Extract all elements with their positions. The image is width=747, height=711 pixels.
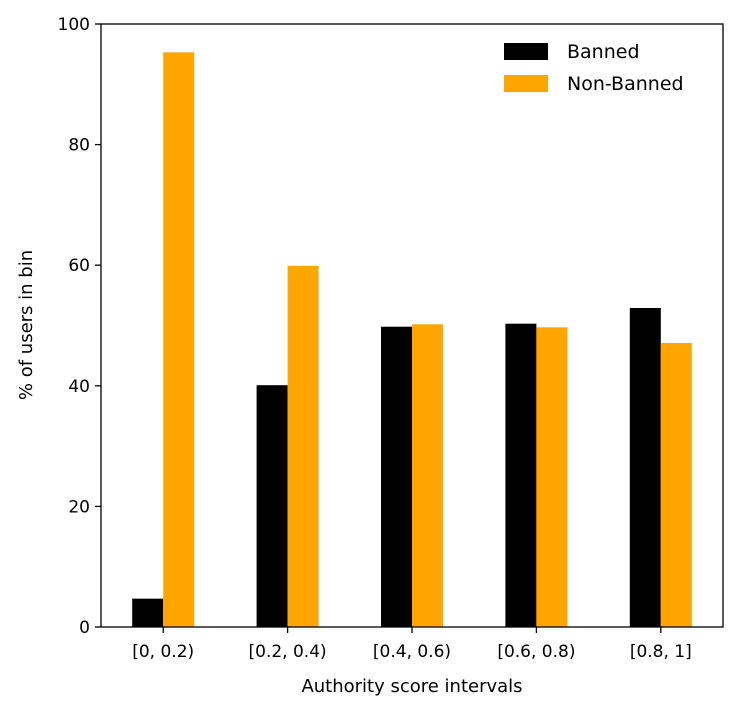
y-axis-label: % of users in bin: [16, 250, 37, 400]
legend-swatch-banned: [504, 43, 548, 60]
y-tick-label: 60: [68, 256, 90, 276]
x-tick-label: [0.8, 1]: [630, 642, 692, 662]
y-tick-label: 0: [79, 618, 90, 638]
x-tick-label: [0, 0.2): [132, 642, 194, 662]
legend-swatch-non-banned: [504, 75, 548, 92]
legend-label-non-banned: Non-Banned: [567, 73, 684, 95]
y-tick-label: 20: [68, 497, 90, 517]
x-tick-label: [0.2, 0.4): [249, 642, 327, 662]
bar-non-banned-1: [287, 265, 319, 627]
y-tick-label: 100: [58, 15, 90, 35]
bar-banned-2: [381, 326, 412, 627]
bar-banned-0: [132, 598, 164, 627]
legend: Banned Non-Banned: [504, 41, 684, 95]
bar-non-banned-0: [163, 52, 195, 627]
bar-non-banned-2: [412, 324, 443, 627]
bar-banned-3: [505, 323, 537, 627]
y-axis: 0 20 40 60 80 100: [58, 15, 101, 638]
y-tick-label: 40: [68, 377, 90, 397]
legend-label-banned: Banned: [567, 41, 640, 63]
y-tick-label: 80: [68, 136, 90, 156]
x-axis: [0, 0.2) [0.2, 0.4) [0.4, 0.6) [0.6, 0.8) [0…: [132, 627, 692, 662]
bar-banned-4: [629, 308, 661, 627]
x-tick-label: [0.4, 0.6): [373, 642, 451, 662]
plot-bars: [132, 52, 692, 627]
x-tick-label: [0.6, 0.8): [497, 642, 575, 662]
bar-non-banned-3: [536, 327, 568, 627]
bar-non-banned-4: [660, 342, 692, 627]
x-axis-label: Authority score intervals: [301, 676, 522, 697]
bar-banned-1: [256, 385, 288, 627]
